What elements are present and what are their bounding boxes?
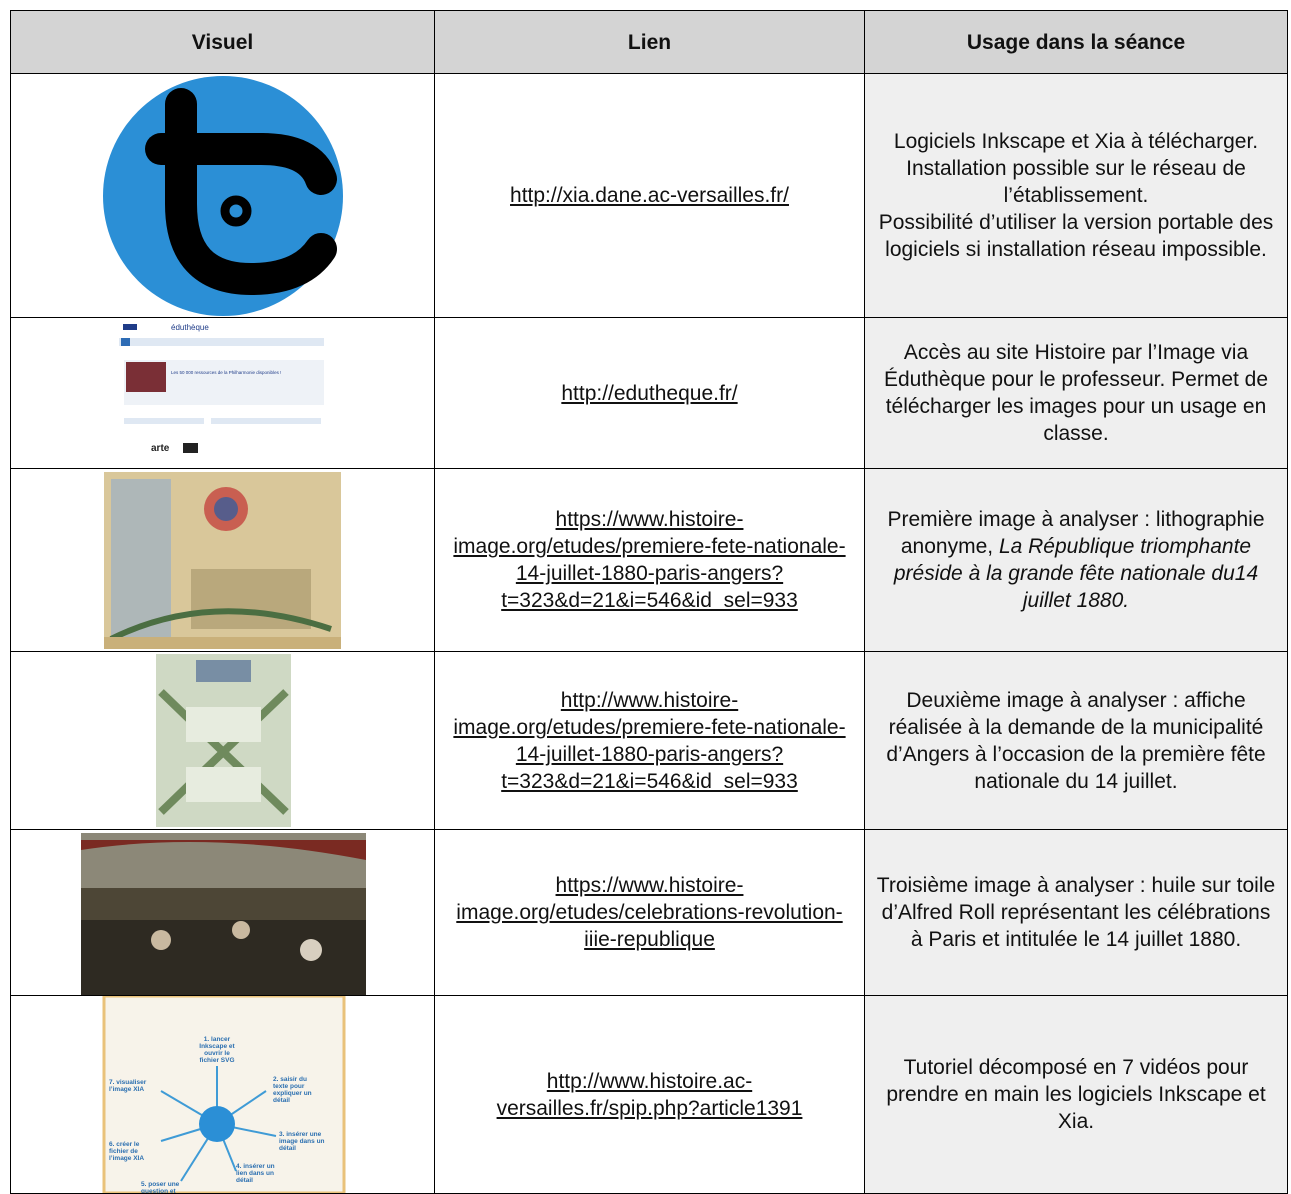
link[interactable]: http://www.histoire-image.org/etudes/pre… bbox=[453, 688, 846, 793]
row: 1. lancer Inkscape et ouvrir le fichier SVG… bbox=[10, 995, 1288, 1194]
lithograph bbox=[104, 472, 341, 649]
header: Lien bbox=[434, 10, 865, 74]
header: Usage dans la séance bbox=[864, 10, 1288, 74]
brand: éduthèque bbox=[171, 323, 209, 332]
link[interactable]: http://www.histoire.ac-versailles.fr/spi… bbox=[496, 1069, 803, 1120]
visual-cell: 1. lancer Inkscape et ouvrir le fichier SVG… bbox=[10, 995, 435, 1194]
header-row: Visuel Lien Usage dans la séance bbox=[10, 10, 1288, 74]
usage: Tutoriel décomposé en 7 vidéos pour pren… bbox=[886, 1056, 1266, 1133]
usage-cell: Logiciels Inkscape et Xia à télécharger.… bbox=[864, 73, 1288, 318]
usage-cell: Première image à analyser : lithographie… bbox=[864, 468, 1288, 652]
row: éduthèque Les 50 000 ressources de la Ph… bbox=[10, 317, 1288, 469]
usage: Première image à analyser : lithographie… bbox=[875, 506, 1277, 614]
header: Visuel bbox=[10, 10, 435, 74]
visual-cell bbox=[10, 829, 435, 996]
usage: Deuxième image à analyser : affiche réal… bbox=[886, 688, 1266, 793]
artwork-title: La République triomphante préside à la g… bbox=[893, 535, 1259, 612]
link[interactable]: http://edutheque.fr/ bbox=[561, 381, 738, 405]
link-cell: https://www.histoire-image.org/etudes/ce… bbox=[434, 829, 865, 996]
step: 7. visualiser l’image XIA bbox=[109, 1079, 147, 1093]
usage: Troisième image à analyser : huile sur t… bbox=[876, 874, 1276, 951]
link-cell: http://www.histoire.ac-versailles.fr/spi… bbox=[434, 995, 865, 1194]
link-cell: http://www.histoire-image.org/etudes/pre… bbox=[434, 651, 865, 830]
usage-cell: Deuxième image à analyser : affiche réal… bbox=[864, 651, 1288, 830]
link-cell: http://edutheque.fr/ bbox=[434, 317, 865, 469]
resource-table: Visuel Lien Usage dans la séance http://… bbox=[10, 10, 1288, 1194]
edutheque-screenshot: éduthèque Les 50 000 ressources de la Ph… bbox=[116, 320, 326, 466]
usage-cell: Troisième image à analyser : huile sur t… bbox=[864, 829, 1288, 996]
step: 6. créer le fichier de l’image XIA bbox=[109, 1141, 144, 1162]
step: 1. lancer Inkscape et ouvrir le fichier SVG bbox=[199, 1036, 235, 1064]
usage: Accès au site Histoire par l’Image via É… bbox=[883, 341, 1269, 445]
usage-text: Première image à analyser : lithographie… bbox=[887, 508, 1265, 558]
tutorial-diagram: 1. lancer Inkscape et ouvrir le fichier SVG… bbox=[102, 996, 346, 1193]
step: 3. insérer une image dans un détail bbox=[279, 1131, 325, 1152]
row: http://xia.dane.ac-versailles.fr/ Logici… bbox=[10, 73, 1288, 318]
usage: Installation possible sur le réseau de l… bbox=[906, 157, 1246, 207]
link-cell: https://www.histoire-image.org/etudes/pr… bbox=[434, 468, 865, 652]
usage-cell: Tutoriel décomposé en 7 vidéos pour pren… bbox=[864, 995, 1288, 1194]
link[interactable]: http://xia.dane.ac-versailles.fr/ bbox=[510, 184, 789, 207]
row: https://www.histoire-image.org/etudes/pr… bbox=[10, 468, 1288, 652]
headline: Les 50 000 ressources de la Philharmonie… bbox=[171, 370, 281, 375]
step: 4. insérer un lien dans un détail bbox=[236, 1163, 275, 1184]
step: 2. saisir du texte pour expliquer un détail bbox=[273, 1076, 312, 1104]
link[interactable]: https://www.histoire-image.org/etudes/pr… bbox=[453, 508, 846, 612]
partner: arte bbox=[151, 443, 170, 454]
poster bbox=[156, 654, 291, 827]
link-cell: http://xia.dane.ac-versailles.fr/ bbox=[434, 73, 865, 318]
visual-cell bbox=[10, 651, 435, 830]
link[interactable]: https://www.histoire-image.org/etudes/ce… bbox=[456, 874, 843, 951]
visual-cell: éduthèque Les 50 000 ressources de la Ph… bbox=[10, 317, 435, 469]
painting bbox=[81, 833, 366, 995]
xia-logo bbox=[103, 76, 343, 316]
usage: Possibilité d’utiliser la version portab… bbox=[878, 211, 1274, 261]
visual-cell bbox=[10, 73, 435, 318]
visual-cell bbox=[10, 468, 435, 652]
usage-cell: Accès au site Histoire par l’Image via É… bbox=[864, 317, 1288, 469]
row: http://www.histoire-image.org/etudes/pre… bbox=[10, 651, 1288, 830]
row: https://www.histoire-image.org/etudes/ce… bbox=[10, 829, 1288, 996]
usage: Logiciels Inkscape et Xia à télécharger. bbox=[893, 130, 1259, 153]
